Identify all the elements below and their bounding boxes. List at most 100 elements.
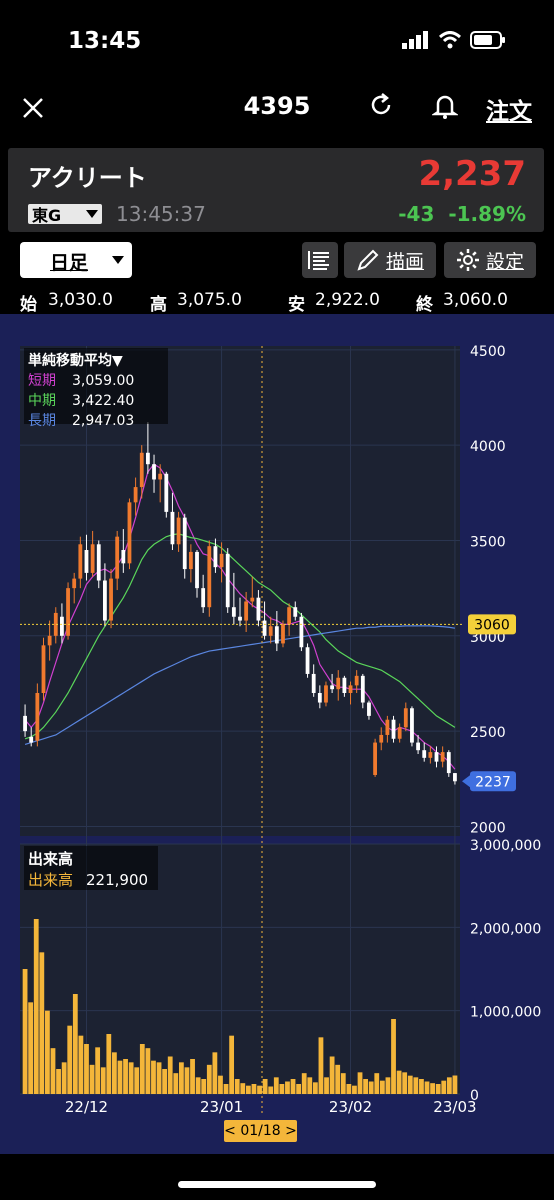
- candle-body: [78, 544, 83, 579]
- volume-bar: [78, 1035, 84, 1094]
- volume-bar: [50, 1048, 56, 1094]
- volume-bar: [257, 1085, 262, 1094]
- open-label: 始: [20, 295, 37, 315]
- candle-body: [152, 464, 156, 480]
- candle-body: [434, 752, 439, 762]
- volume-bar: [290, 1079, 296, 1094]
- bottom-bar: [0, 1154, 554, 1200]
- candle-body: [164, 473, 169, 512]
- candle-body: [90, 544, 95, 573]
- open-value: 3,030.0: [48, 290, 113, 310]
- volume-bar: [413, 1077, 419, 1094]
- volume-bar: [229, 1035, 235, 1094]
- bell-icon[interactable]: [432, 92, 458, 120]
- candle-body: [109, 578, 113, 621]
- volume-bar: [134, 1067, 140, 1094]
- volume-bar: [285, 1081, 290, 1094]
- candle-body: [176, 517, 181, 545]
- volume-bar: [402, 1072, 408, 1094]
- price-line: 3060 2237: [20, 614, 516, 792]
- volume-bar: [312, 1082, 318, 1094]
- nav-bar: 4395 注文: [0, 80, 554, 136]
- price-change: -43 -1.89%: [398, 202, 526, 226]
- ma-short-name: 短期: [28, 373, 56, 389]
- volume-bar: [151, 1060, 156, 1094]
- volume-bar: [89, 1064, 95, 1094]
- volume-legend-row: 出来高 221,900: [28, 869, 154, 890]
- volume-bar: [128, 1062, 134, 1094]
- stock-header: アクリート 2,237 東G 13:45:37 -43 -1.89%: [8, 148, 544, 232]
- ma-short-value: 3,059.00: [72, 373, 135, 389]
- candle-body: [231, 607, 236, 617]
- indicator-button[interactable]: [302, 242, 338, 278]
- candle-body: [281, 624, 285, 644]
- volume-bar: [324, 1077, 329, 1094]
- volume-bar: [56, 1069, 61, 1094]
- reload-icon[interactable]: [368, 92, 394, 118]
- market-select[interactable]: 東G: [28, 204, 102, 225]
- volume-bar: [385, 1077, 391, 1094]
- candle-body: [385, 719, 390, 735]
- candle-body: [195, 551, 199, 589]
- volume-bar: [145, 1048, 151, 1094]
- volume-bar: [190, 1059, 195, 1094]
- candle-body: [410, 708, 414, 743]
- volume-bar: [117, 1060, 123, 1094]
- ma-long-line: [24, 625, 456, 746]
- volume-bar: [240, 1083, 246, 1094]
- volume-bar: [301, 1073, 307, 1094]
- chart-area[interactable]: 2000 2500 3000 3500 4000 4500 0 1,000,000 2,000,…: [0, 314, 554, 1154]
- cursor-date-label[interactable]: < 01/18 >: [224, 1120, 297, 1142]
- settings-button[interactable]: 設定: [444, 242, 536, 278]
- candle-body: [274, 626, 279, 644]
- volume-bar: [162, 1069, 168, 1094]
- draw-label: 描画: [385, 250, 424, 273]
- volume-bar: [262, 1079, 268, 1094]
- volume-bar: [223, 1084, 229, 1094]
- last-price-badge: [470, 771, 516, 792]
- candles: [23, 422, 457, 785]
- chart-controls: 日足 描画 設定: [0, 240, 554, 280]
- price-tick-label: 2500: [470, 725, 506, 741]
- x-tick-label: 23/03: [433, 1098, 476, 1116]
- volume-bar: [452, 1075, 458, 1094]
- change-value: -43: [398, 202, 435, 226]
- volume-bar: [407, 1075, 413, 1094]
- ma-short-line: [24, 463, 456, 770]
- candle-body: [250, 597, 255, 602]
- candle-body: [244, 601, 249, 621]
- candle-body: [268, 626, 273, 636]
- order-button[interactable]: 注文: [486, 99, 532, 125]
- home-indicator[interactable]: [178, 1181, 376, 1188]
- volume-bar: [307, 1077, 313, 1094]
- volume-bar: [340, 1073, 346, 1094]
- volume-bar: [279, 1084, 285, 1094]
- volume-bar: [178, 1062, 184, 1094]
- candle-body: [23, 715, 27, 732]
- period-select[interactable]: 日足: [20, 242, 132, 278]
- candle-body: [201, 588, 206, 608]
- volume-tick-label: 3,000,000: [470, 838, 541, 854]
- volume-bar: [106, 1034, 112, 1094]
- volume-bar: [184, 1067, 190, 1094]
- close-icon[interactable]: [22, 97, 44, 119]
- volume-tick-label: 1,000,000: [470, 1005, 541, 1021]
- ma-legend-title[interactable]: 単純移動平均▼: [28, 353, 123, 369]
- candle-body: [397, 727, 402, 739]
- last-price-pointer: [462, 775, 470, 788]
- ma-legend-long: 長期 2,947.03: [28, 410, 164, 430]
- chart-svg[interactable]: 20002500300035004000450001,000,0002,000,…: [0, 314, 554, 1154]
- candle-body: [145, 452, 150, 465]
- volume-tick-label: 2,000,000: [470, 921, 541, 937]
- close-value: 3,060.0: [443, 290, 508, 310]
- price-panel: [20, 346, 460, 836]
- candle-body: [188, 551, 193, 570]
- candle-body: [66, 588, 70, 636]
- candle-body: [96, 544, 101, 581]
- candle-body: [360, 675, 365, 703]
- candle-body: [422, 750, 427, 758]
- candle-body: [225, 553, 230, 608]
- volume-bar: [212, 1052, 218, 1094]
- volume-bar: [368, 1081, 374, 1094]
- draw-button[interactable]: 描画: [344, 242, 436, 278]
